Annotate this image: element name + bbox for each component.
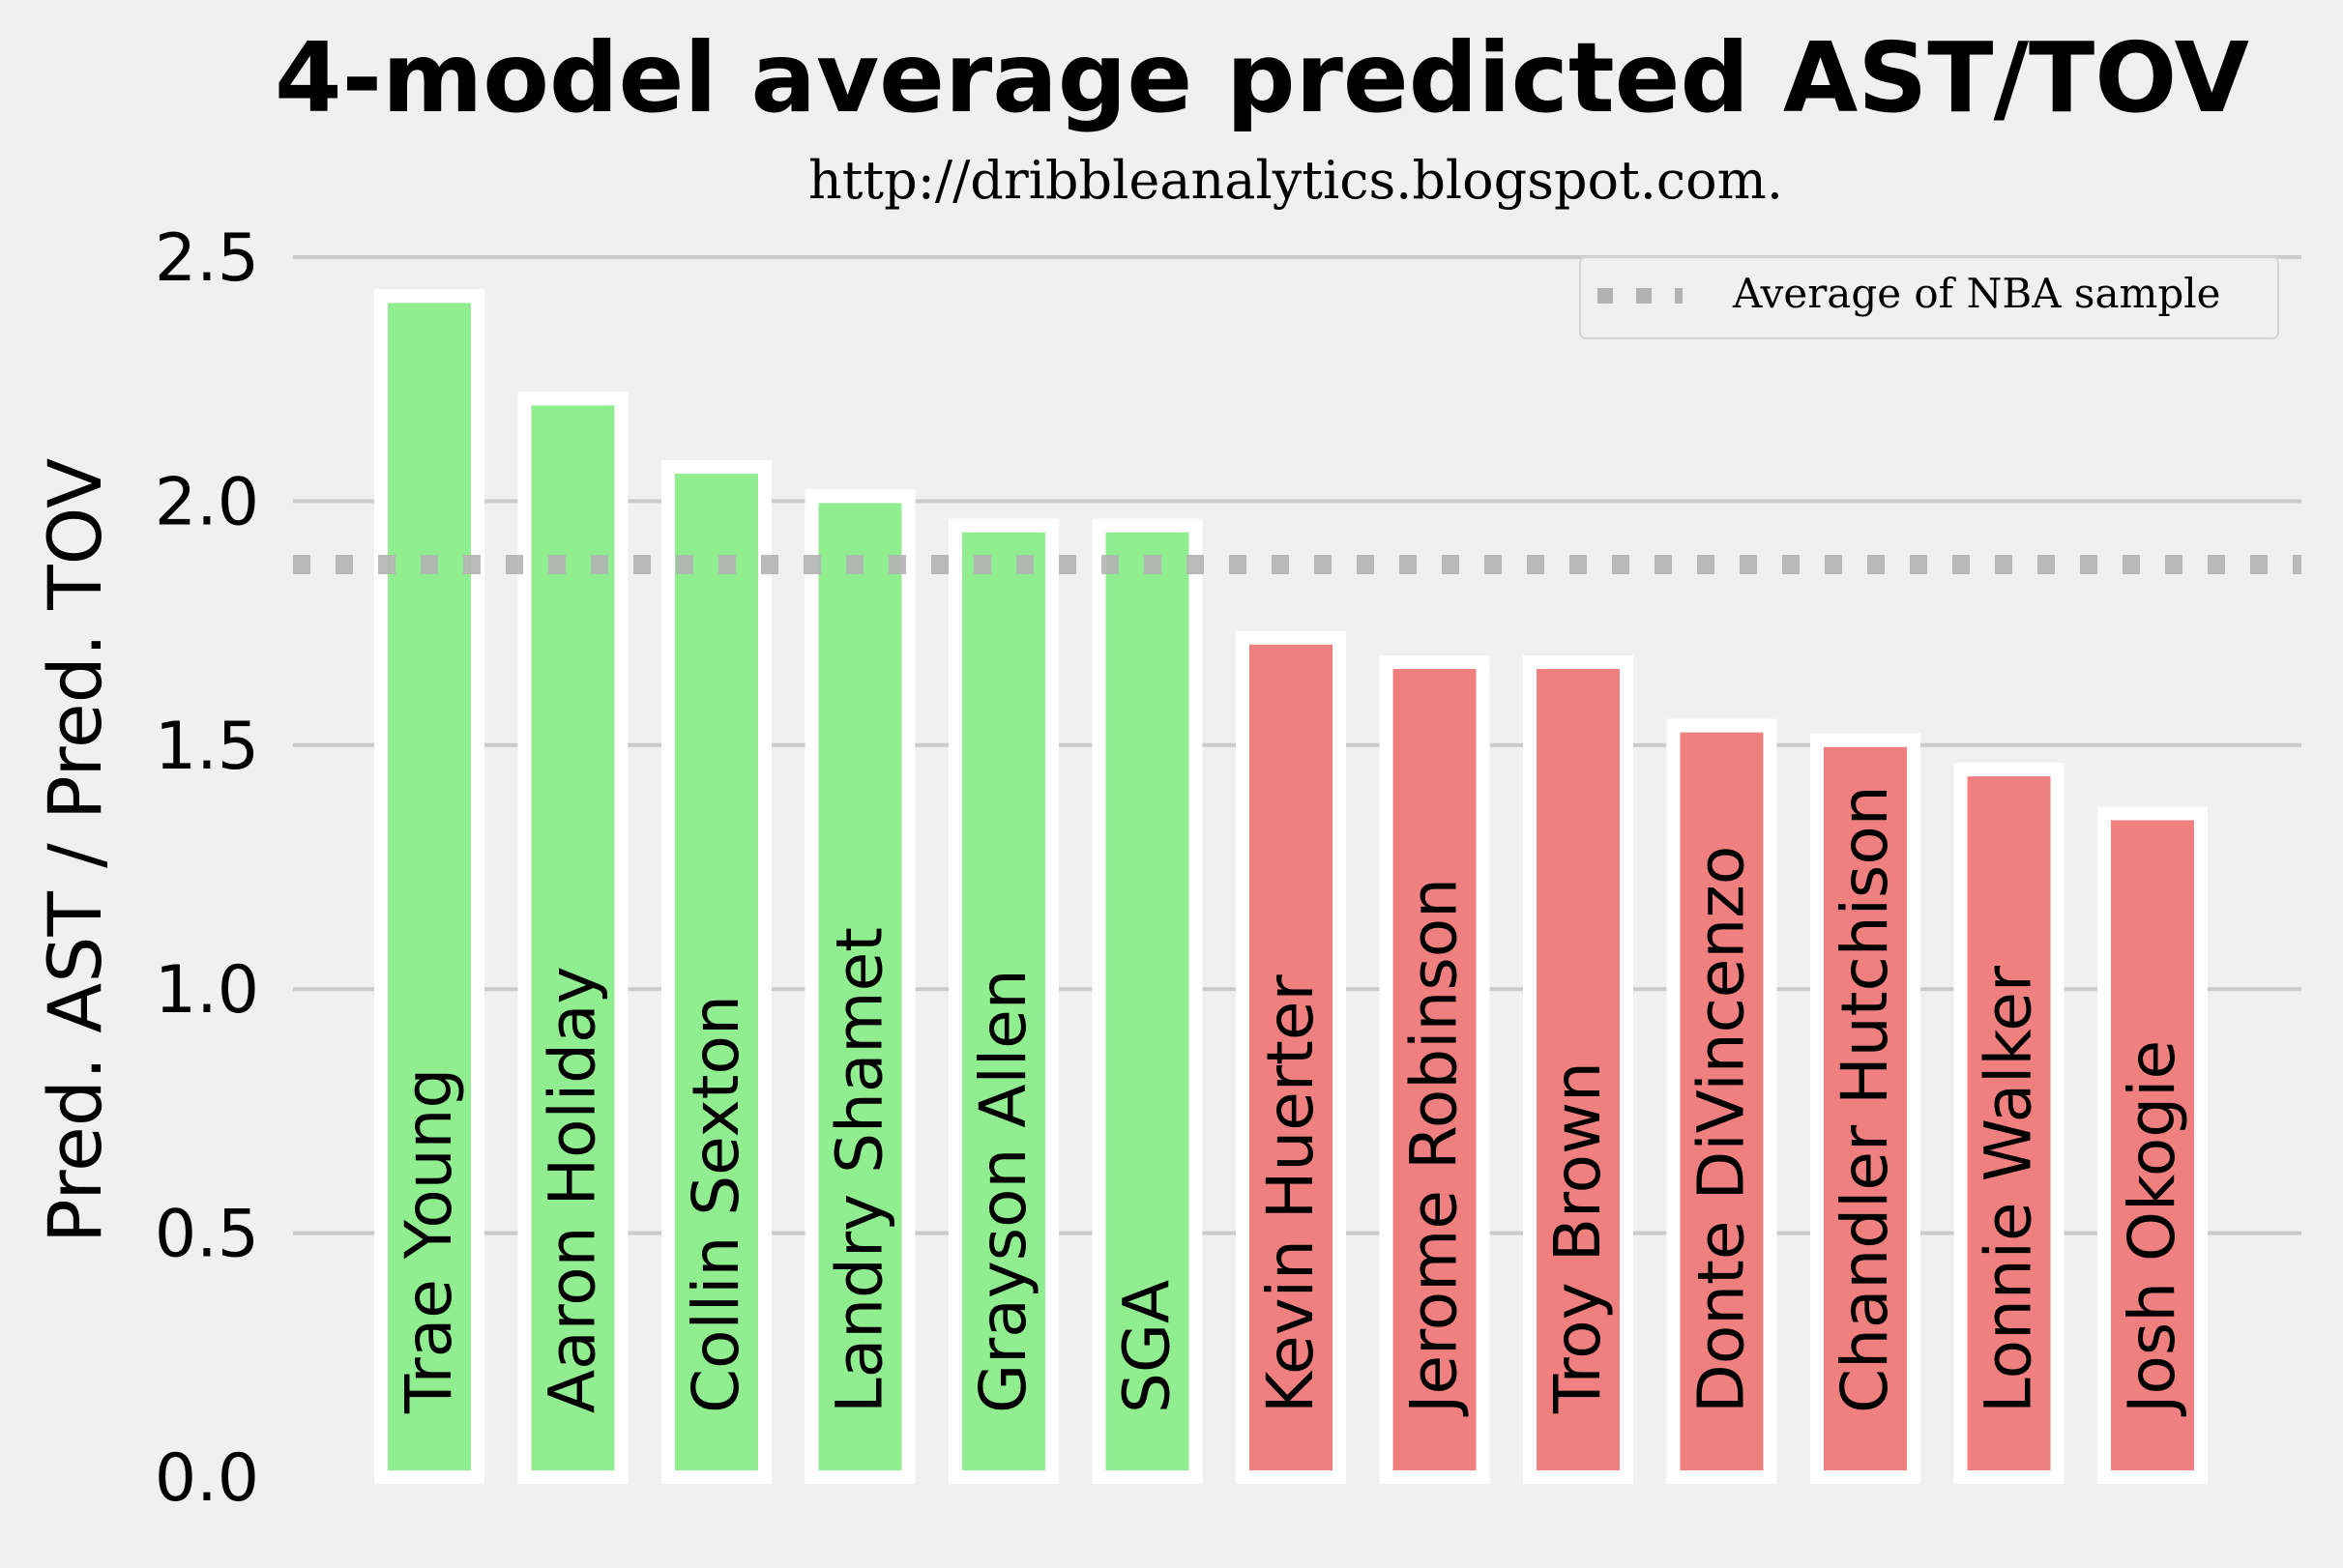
y-tick-label: 0.0	[155, 1440, 259, 1517]
bar-label: Aaron Holiday	[536, 966, 610, 1413]
y-axis-label: Pred. AST / Pred. TOV	[32, 458, 118, 1243]
chart-title: 4-model average predicted AST/TOV	[275, 21, 2249, 134]
legend: Average of NBA sample	[1579, 256, 2279, 339]
bar-label: Grayson Allen	[966, 969, 1040, 1413]
bar	[1523, 654, 1633, 1484]
bar-label: Landry Shamet	[823, 927, 897, 1413]
bar-label: Troy Brown	[1540, 1061, 1615, 1414]
bar	[374, 289, 484, 1484]
y-tick-label: 2.0	[155, 464, 259, 540]
y-tick-labels: 0.0 0.5 1.0 1.5 2.0 2.5	[155, 220, 259, 1517]
bars	[374, 289, 2208, 1485]
bar-label: Chandler Hutchison	[1828, 785, 1902, 1413]
bar-label: Donte DiVincenzo	[1684, 846, 1759, 1413]
y-tick-label: 2.5	[155, 220, 259, 297]
bar-label: SGA	[1110, 1280, 1185, 1413]
bar-label: Collin Sexton	[679, 995, 753, 1413]
bar	[1953, 763, 2065, 1484]
bar	[661, 460, 772, 1485]
bar	[1810, 733, 1920, 1484]
bar-label: Trae Young	[392, 1068, 466, 1414]
bar-labels: Trae Young Aaron Holiday Collin Sexton Land…	[392, 785, 2189, 1417]
bar	[1092, 518, 1203, 1484]
bar-label: Jerome Robinson	[1397, 878, 1472, 1417]
y-tick-label: 1.5	[155, 709, 259, 785]
y-tick-label: 0.5	[155, 1197, 259, 1273]
bar-label: Kevin Huerter	[1253, 974, 1328, 1413]
legend-box	[1579, 256, 2279, 339]
bar-label: Josh Okogie	[2115, 1040, 2189, 1417]
bar	[2097, 806, 2208, 1484]
bar	[1666, 718, 1777, 1484]
chart-subtitle: http://dribbleanalytics.blogspot.com.	[808, 150, 1783, 211]
bar	[1236, 630, 1346, 1484]
bar	[949, 518, 1059, 1484]
legend-reference-line-label: Average of NBA sample	[1732, 270, 2221, 317]
bar	[1379, 654, 1490, 1484]
y-tick-label: 1.0	[155, 952, 259, 1029]
bar-label: Lonnie Walker	[1972, 965, 2046, 1413]
bar	[805, 489, 916, 1484]
bar	[517, 392, 629, 1485]
